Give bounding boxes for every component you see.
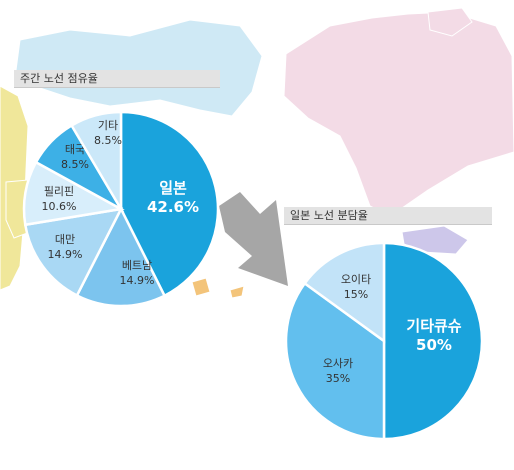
route-slice-1-value: 14.9% [120,274,155,287]
japan-slice-1 [284,281,386,441]
map-greenland [427,7,473,37]
route-slice-2 [23,207,124,298]
japan-slice-2-value: 15% [344,288,368,301]
route-slice-3-label: 필리핀 [44,185,74,198]
background-map [0,7,514,299]
chart-title-route-share: 주간 노선 점유율 [14,70,220,88]
route-slice-0-label: 일본 [159,179,187,197]
japan-slice-0-value: 50% [416,336,452,354]
route-slice-0 [119,110,220,298]
map-australia [191,277,211,297]
route-slice-0-value: 42.6% [147,198,199,216]
map-north-america [283,11,514,215]
japan-slice-1-value: 35% [326,372,350,385]
route-slice-4-label: 태국 [65,143,85,156]
japan-slice-1-label: 오사카 [323,357,353,370]
japan-slice-0 [382,241,484,441]
route-slice-5 [69,110,123,214]
japan-slice-2 [302,241,386,344]
route-slice-5-label: 기타 [98,119,118,132]
route-slice-4-value: 8.5% [61,158,89,171]
map-russia [15,19,263,117]
route-slice-2-label: 대만 [55,233,75,246]
route-slice-1 [75,206,167,308]
route-slice-3-value: 10.6% [42,200,77,213]
transition-arrow [219,192,288,286]
chart-title-japan-share: 일본 노선 분담율 [284,207,492,225]
route-slice-1-label: 베트남 [122,259,152,272]
map-australia-islands [229,285,245,299]
route-slice-2-value: 14.9% [48,248,83,261]
japan-slice-0-label: 기타큐슈 [406,317,461,335]
route-slice-5-value: 8.5% [94,134,122,147]
japan-slice-2-label: 오이타 [341,273,371,286]
